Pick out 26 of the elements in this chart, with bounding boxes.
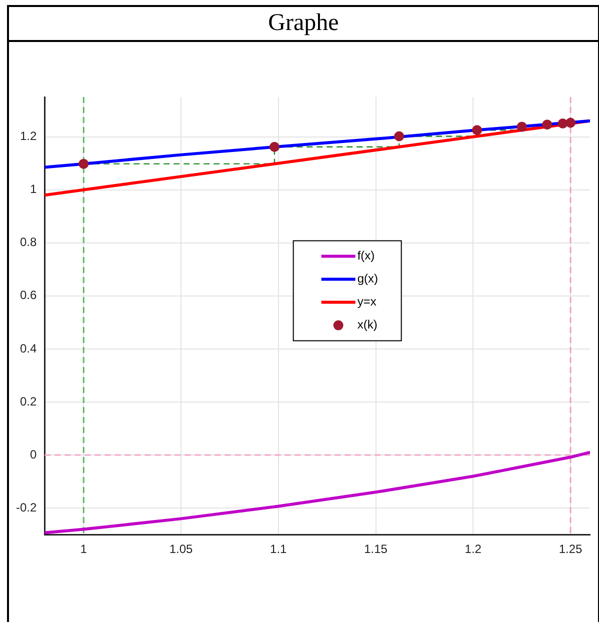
y-tick-label: 0.8 — [20, 235, 37, 250]
y-tick-label: -0.2 — [16, 500, 37, 514]
point — [472, 125, 482, 136]
y-tick-label: 1 — [30, 182, 37, 196]
x-tick-label: 1.15 — [364, 542, 388, 556]
chart-title: Graphe — [9, 7, 598, 42]
y-tick-label: 0.2 — [20, 394, 37, 408]
x-tick-label: 1.05 — [169, 542, 194, 556]
point — [269, 142, 280, 152]
y-tick-label: 0.6 — [20, 288, 37, 302]
x-tick-label: 1.25 — [558, 542, 583, 556]
point — [566, 118, 576, 128]
legend-label: f(x) — [357, 248, 375, 263]
x-tick-label: 1.2 — [464, 542, 482, 556]
legend-label: x(k) — [357, 318, 378, 332]
y-tick-label: 0.4 — [20, 341, 37, 356]
point — [394, 131, 404, 142]
x-tick-label: 1 — [80, 542, 88, 556]
y-tick-label: 0 — [30, 447, 37, 462]
legend-label: g(x) — [357, 272, 378, 286]
point — [78, 158, 89, 169]
legend-label: y=x — [357, 294, 376, 309]
y-tick-label: 1.2 — [20, 129, 37, 144]
point — [516, 122, 527, 132]
x-tick-label: 1.1 — [270, 542, 288, 556]
point — [542, 120, 552, 130]
